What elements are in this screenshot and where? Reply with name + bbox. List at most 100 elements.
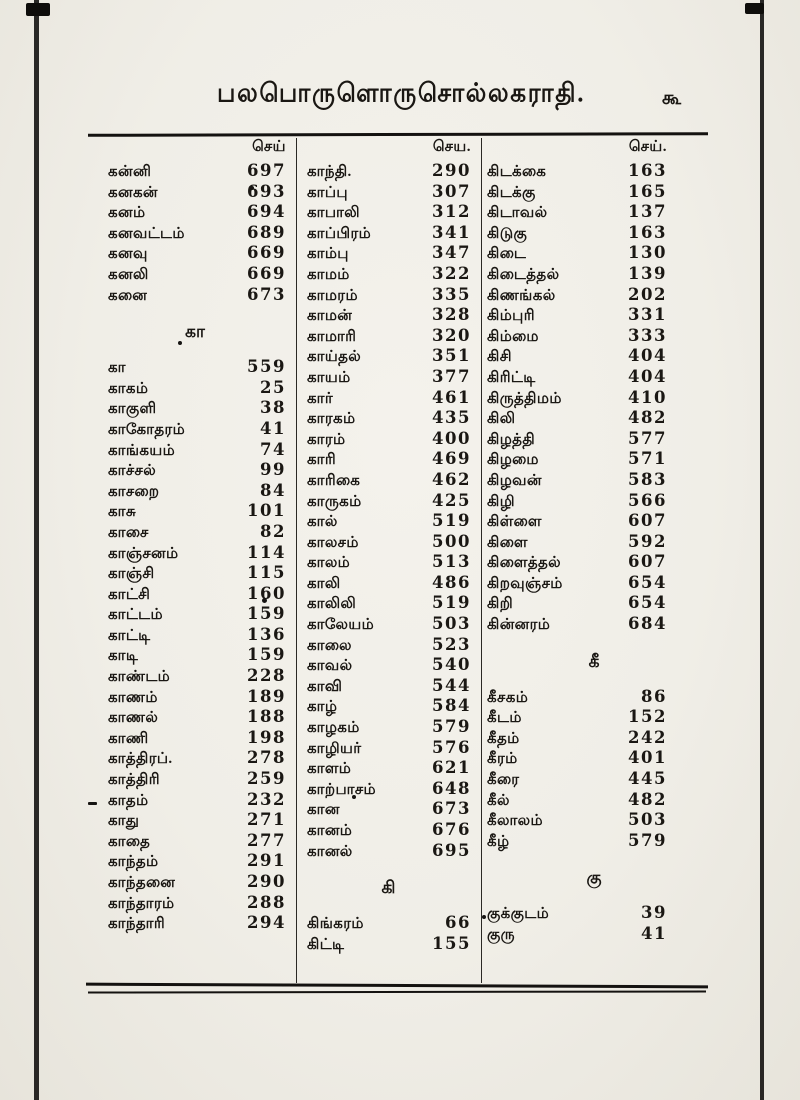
bottom-rule-1	[85, 982, 709, 989]
entry-page-number: 544	[432, 675, 471, 695]
entry-word: காவி	[307, 678, 343, 695]
entry-word: காளம்	[307, 761, 352, 778]
index-entry-row: காகோதரம் 41	[95, 419, 296, 440]
entry-page-number: 41	[641, 924, 667, 943]
entry-page-number: 607	[628, 511, 667, 531]
entry-word: காலி	[307, 575, 341, 592]
entry-word: காகோதரம்	[108, 421, 186, 438]
entry-word: கிருத்திமம்	[487, 390, 562, 407]
index-entry-row: கின்னரம் 684	[482, 614, 707, 635]
entry-word: காப்பு	[307, 184, 348, 201]
entry-page-number: 271	[247, 810, 286, 830]
entry-page-number: 540	[432, 655, 471, 675]
index-entry-row: காதை 277	[95, 831, 296, 852]
entry-page-number: 559	[247, 357, 286, 377]
entry-word: காயம்	[307, 369, 351, 386]
entry-word: கீடம்	[487, 710, 522, 727]
section-header-row: கு	[482, 851, 707, 903]
index-column-3: செய். கிடக்கை 163 கிடக்கு 165 கிடாவல் 13…	[481, 138, 707, 983]
column-rows-2: காந்தி. 290 காப்பு 307 காபாலி 312 காப்பி…	[297, 161, 481, 954]
entry-word: கனம்	[108, 205, 146, 222]
entry-word: காசை	[108, 524, 149, 541]
index-entry-row: கிசி 404	[482, 346, 707, 367]
header-rule	[87, 132, 709, 137]
index-entry-row: காவல் 540	[297, 655, 481, 676]
entry-word: கனவு	[108, 246, 148, 263]
index-entry-row: காரம் 400	[297, 429, 481, 450]
entry-word: காஞ்சி	[108, 566, 155, 583]
index-entry-row: காலேயம் 503	[297, 614, 481, 635]
entry-word: கிடைத்தல்	[487, 266, 560, 283]
index-entry-row: கீசகம் 86	[482, 687, 707, 708]
entry-word: கிழவன்	[487, 472, 542, 489]
index-entry-row: கா 559	[95, 357, 296, 378]
entry-page-number: 503	[628, 810, 667, 830]
entry-word: காணம்	[108, 689, 158, 706]
entry-page-number: 401	[628, 748, 667, 768]
index-entry-row: காரி 469	[297, 449, 481, 470]
entry-word: கீரம்	[487, 751, 518, 768]
index-entry-row: காண்டம் 228	[95, 666, 296, 687]
entry-page-number: 461	[432, 387, 471, 407]
ink-speck	[88, 802, 97, 805]
index-entry-row: கீலாலம் 503	[482, 810, 707, 831]
index-table: செய் கன்னி 697 கனகன் 693 கனம் 694 கனவட்ட…	[95, 138, 707, 983]
entry-page-number: 242	[628, 727, 667, 747]
index-entry-row: காத்திரப். 278	[95, 748, 296, 769]
index-entry-row: கார் 461	[297, 388, 481, 409]
entry-word: கிளைத்தல்	[487, 555, 562, 572]
index-entry-row: காட்டி 136	[95, 625, 296, 646]
index-entry-row: காணம் 189	[95, 687, 296, 708]
entry-word: காங்கயம்	[108, 442, 176, 459]
index-entry-row: காந்தம் 291	[95, 851, 296, 872]
index-entry-row: கிணங்கல் 202	[482, 285, 707, 306]
entry-word: கிங்கரம்	[307, 916, 364, 933]
entry-page-number: 445	[628, 769, 667, 789]
entry-word: கிள்ளை	[487, 514, 542, 531]
index-entry-row: குக்குடம் 39	[482, 903, 707, 924]
index-entry-row: காமரம் 335	[297, 285, 481, 306]
section-catchword: கூ	[661, 88, 681, 109]
entry-page-number: 328	[432, 305, 471, 325]
index-entry-row: காமாரி 320	[297, 326, 481, 347]
entry-page-number: 566	[628, 490, 667, 510]
index-entry-row: காமம் 322	[297, 264, 481, 285]
index-entry-row: காத்திரி 259	[95, 769, 296, 790]
index-entry-row: காந்தனை 290	[95, 872, 296, 893]
entry-word: காலசம்	[307, 534, 359, 551]
entry-word: கன்னி	[108, 164, 152, 180]
index-entry-row: கிறவுஞ்சம் 654	[482, 573, 707, 594]
index-entry-row: கிளைத்தல் 607	[482, 552, 707, 573]
entry-page-number: 198	[247, 727, 286, 747]
index-entry-row: காழியர் 576	[297, 738, 481, 759]
entry-page-number: 86	[641, 686, 667, 706]
entry-word: காமரம்	[307, 287, 358, 304]
index-entry-row: கிழத்தி 577	[482, 429, 707, 450]
entry-page-number: 152	[628, 707, 667, 727]
entry-word: கீசகம்	[487, 689, 529, 706]
entry-page-number: 503	[432, 614, 471, 634]
index-entry-row: காங்கயம் 74	[95, 440, 296, 461]
index-entry-row: கீரை 445	[482, 769, 707, 790]
index-entry-row: காகம் 25	[95, 378, 296, 399]
page-title: பலபொருளொருசொல்லகராதி.	[217, 79, 585, 108]
ink-speck	[352, 795, 356, 799]
entry-page-number: 82	[260, 521, 286, 541]
index-entry-row: காரகம் 435	[297, 408, 481, 429]
entry-page-number: 159	[247, 604, 286, 624]
section-header-label: கா	[185, 322, 206, 342]
index-entry-row: கிங்கரம் 66	[297, 913, 481, 934]
entry-word: கிட்டி	[307, 936, 345, 953]
entry-page-number: 684	[628, 614, 667, 634]
index-entry-row: காணல் 188	[95, 707, 296, 728]
entry-word: காணல்	[108, 710, 159, 727]
index-entry-row: கிடைத்தல் 139	[482, 264, 707, 285]
index-entry-row: காசை 82	[95, 522, 296, 543]
entry-word: காந்தாரி	[108, 916, 166, 933]
index-entry-row: கிறி 654	[482, 593, 707, 614]
entry-word: காட்டி	[108, 627, 151, 644]
entry-word: காபாலி	[307, 205, 360, 222]
index-entry-row: கால் 519	[297, 511, 481, 532]
entry-page-number: 41	[260, 418, 286, 438]
entry-page-number: 377	[432, 366, 471, 386]
